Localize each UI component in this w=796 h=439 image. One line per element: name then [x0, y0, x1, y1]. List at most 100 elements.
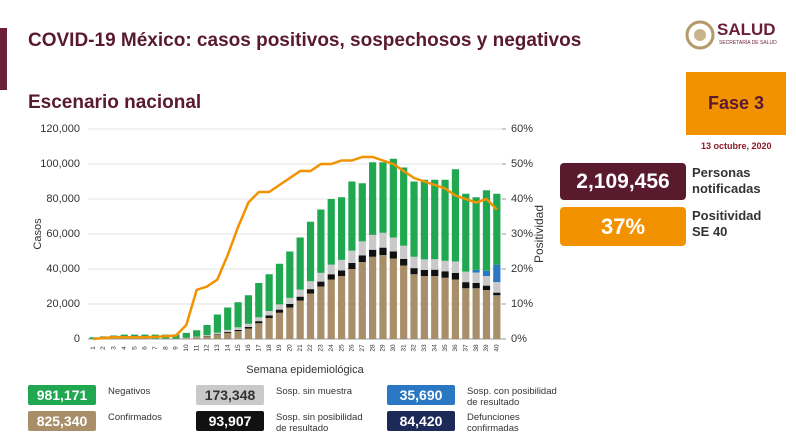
bar-segment	[255, 317, 263, 322]
x-tick-label: 25	[338, 344, 345, 352]
bar-segment	[265, 311, 273, 316]
bar-segment	[337, 270, 346, 276]
legend-label: Negativos	[108, 386, 151, 397]
legend-label: Sosp. sin muestra	[276, 386, 353, 397]
bar-segment	[400, 258, 408, 266]
y-tick-label: 120,000	[40, 123, 80, 135]
y2-tick-label: 0%	[511, 333, 527, 345]
bar-segment	[493, 193, 501, 265]
bar-segment	[317, 281, 325, 287]
y2-tick-label: 20%	[511, 263, 533, 275]
x-axis-label: Semana epidemiológica	[246, 364, 364, 376]
legend-label: Sosp. con posibilidad de resultado	[467, 386, 557, 408]
bar-segment	[255, 323, 263, 339]
bar-segment	[306, 289, 315, 294]
bar-segment	[286, 251, 294, 298]
bar-segment	[389, 258, 397, 339]
x-tick-label: 20	[287, 344, 294, 352]
bar-segment	[244, 326, 253, 329]
bar-segment	[431, 269, 439, 276]
bar-segment	[379, 247, 387, 255]
y-tick-label: 60,000	[46, 228, 80, 240]
bar-segment	[400, 265, 408, 339]
bar-segment	[462, 288, 470, 339]
y-tick-label: 0	[74, 333, 80, 345]
stat-label: Positividad SE 40	[692, 208, 762, 239]
bar-segment	[482, 190, 491, 271]
x-tick-label: 38	[473, 344, 480, 352]
bar-segment	[482, 290, 491, 339]
x-tick-label: 12	[204, 344, 211, 352]
x-tick-label: 17	[255, 344, 262, 352]
bar-segment	[244, 328, 253, 339]
x-tick-label: 1	[90, 346, 97, 350]
bar-segment	[286, 297, 294, 304]
bar-segment	[441, 277, 449, 339]
bar-segment	[327, 199, 335, 265]
bar-segment	[317, 272, 325, 282]
bar-segment	[389, 158, 397, 238]
bar-segment	[306, 221, 315, 282]
x-tick-label: 36	[452, 344, 459, 352]
legend-total: 825,340	[28, 411, 96, 431]
legend-label: Sosp. sin posibilidad de resultado	[276, 412, 363, 434]
date: 13 octubre, 2020	[701, 141, 772, 151]
deaths-label: Defunciones confirmadas	[467, 412, 520, 434]
y-tick-label: 100,000	[40, 158, 80, 170]
bar-segment	[255, 321, 263, 324]
legend-total: 93,907	[196, 411, 264, 431]
x-tick-label: 3	[111, 346, 118, 350]
bar-segment	[224, 332, 232, 333]
x-tick-label: 16	[245, 344, 252, 352]
bar-segment	[482, 285, 491, 290]
bar-segment	[420, 269, 428, 276]
bar-segment	[410, 274, 418, 339]
x-tick-label: 35	[442, 344, 449, 352]
stat-label: Personas notificadas	[692, 165, 761, 196]
x-tick-label: 31	[400, 344, 407, 352]
x-tick-label: 37	[462, 344, 469, 352]
bar-segment	[379, 255, 387, 339]
bar-segment	[317, 209, 325, 273]
y-tick-label: 80,000	[46, 193, 80, 205]
bar-segment	[472, 283, 480, 289]
x-tick-label: 26	[349, 344, 356, 352]
bar-segment	[451, 272, 460, 280]
bar-segment	[244, 295, 253, 324]
bar-segment	[482, 270, 491, 276]
bar-segment	[358, 255, 366, 262]
bar-segment	[234, 327, 242, 330]
y2-tick-label: 10%	[511, 298, 533, 310]
bar-segment	[275, 304, 284, 310]
x-tick-label: 19	[276, 344, 283, 352]
y2-tick-label: 30%	[511, 228, 533, 240]
bar-segment	[462, 271, 470, 283]
bar-segment	[337, 197, 346, 260]
x-tick-label: 24	[328, 344, 335, 352]
bar-segment	[431, 259, 439, 270]
stat-value: 2,109,456	[560, 163, 686, 200]
y2-tick-label: 50%	[511, 158, 533, 170]
bar-segment	[379, 232, 387, 248]
legend-label: Confirmados	[108, 412, 162, 423]
y-tick-label: 40,000	[46, 263, 80, 275]
bar-segment	[275, 312, 284, 339]
bar-segment	[296, 237, 304, 290]
bar-segment	[348, 269, 356, 339]
bar-segment	[306, 281, 315, 290]
bar-segment	[410, 181, 418, 257]
x-tick-label: 10	[183, 344, 190, 352]
y-tick-label: 20,000	[46, 298, 80, 310]
x-tick-label: 13	[214, 344, 221, 352]
x-tick-label: 4	[121, 346, 128, 350]
bar-segment	[389, 251, 397, 259]
positivity-line	[93, 155, 498, 341]
bar-segment	[400, 167, 408, 246]
bar-segment	[337, 276, 346, 339]
bar-segment	[420, 179, 428, 260]
bar-segment	[472, 197, 480, 270]
bar-segment	[296, 300, 304, 339]
y2-axis-label: Positividad	[532, 205, 546, 263]
